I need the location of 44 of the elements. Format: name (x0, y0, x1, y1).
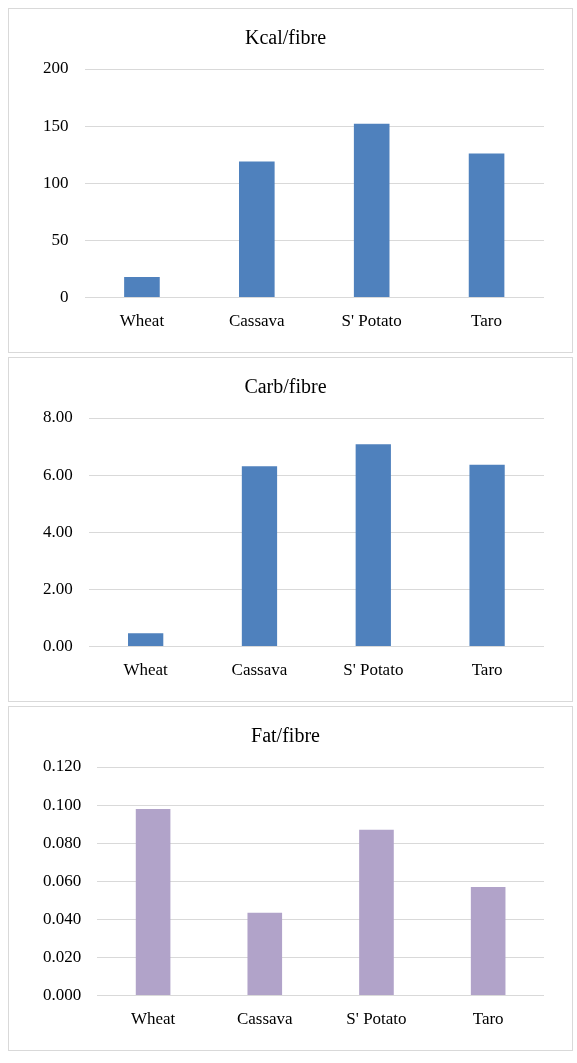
y-tick-label: 0.020 (43, 946, 82, 966)
y-tick-label: 2.00 (43, 578, 73, 598)
x-tick-label: Cassava (228, 311, 286, 331)
y-tick-label: 200 (43, 58, 69, 78)
bar (128, 633, 164, 647)
chart-title: Carb/fibre (244, 375, 327, 398)
bar (135, 808, 171, 996)
y-tick-label: 0.120 (43, 756, 82, 776)
y-tick-label: 8.00 (43, 407, 73, 427)
x-tick-label: Wheat (123, 660, 169, 680)
x-tick-label: Wheat (130, 1009, 176, 1029)
x-tick-label: S' Potato (341, 311, 402, 331)
y-tick-label: 0.000 (43, 985, 82, 1005)
x-tick-label: Taro (472, 1009, 504, 1029)
y-tick-label: 0.100 (43, 794, 82, 814)
bar (353, 123, 390, 298)
bar (470, 887, 506, 996)
x-tick-label: Cassava (231, 660, 288, 680)
y-tick-label: 6.00 (43, 464, 73, 484)
bar (355, 444, 391, 647)
x-tick-label: Wheat (119, 311, 165, 331)
bar (469, 464, 505, 647)
x-tick-label: Taro (471, 311, 503, 331)
x-tick-label: Taro (471, 660, 503, 680)
chart-title: Kcal/fibre (244, 26, 327, 49)
y-tick-label: 0.080 (43, 832, 82, 852)
bar (359, 829, 394, 996)
y-tick-label: 0.060 (43, 870, 82, 890)
y-tick-label: 50 (51, 229, 69, 249)
y-tick-label: 100 (43, 172, 69, 192)
y-tick-label: 0.040 (43, 908, 82, 928)
bar (124, 277, 160, 298)
x-tick-label: S' Potato (343, 660, 404, 680)
bar (239, 161, 275, 298)
bar (468, 153, 505, 298)
bar (241, 466, 278, 647)
x-tick-label: S' Potato (346, 1009, 407, 1029)
x-tick-label: Cassava (236, 1009, 294, 1029)
bar (247, 912, 283, 996)
y-tick-label: 4.00 (43, 521, 73, 541)
y-tick-label: 0 (60, 287, 69, 307)
y-tick-label: 0.00 (43, 636, 73, 656)
chart-title: Fat/fibre (251, 724, 321, 747)
y-tick-label: 150 (43, 115, 69, 135)
